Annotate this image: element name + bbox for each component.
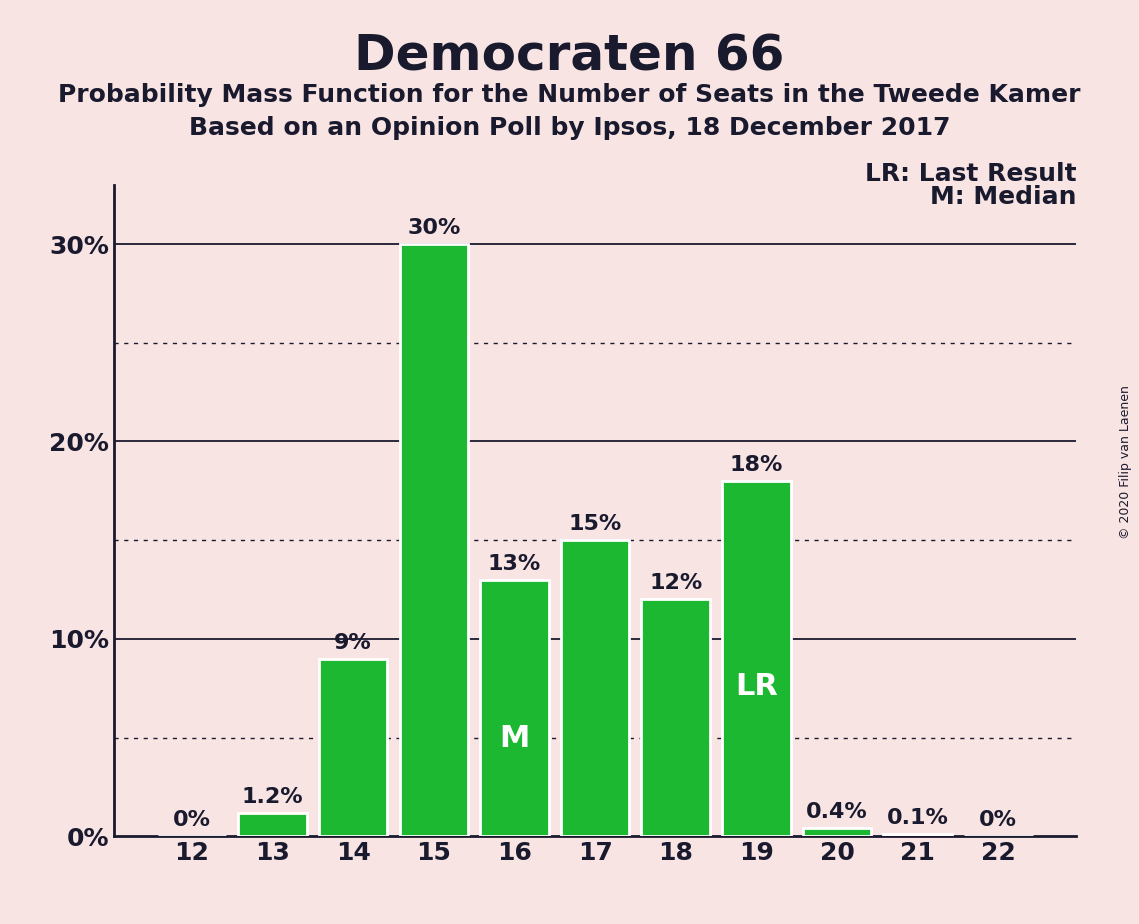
Text: Based on an Opinion Poll by Ipsos, 18 December 2017: Based on an Opinion Poll by Ipsos, 18 De… — [189, 116, 950, 140]
Text: 12%: 12% — [649, 574, 703, 593]
Text: 0%: 0% — [980, 810, 1017, 831]
Bar — [641, 600, 710, 836]
Text: LR: Last Result: LR: Last Result — [865, 162, 1076, 186]
Text: © 2020 Filip van Laenen: © 2020 Filip van Laenen — [1118, 385, 1132, 539]
Text: 0.1%: 0.1% — [887, 808, 949, 828]
Bar — [722, 480, 790, 836]
Text: LR: LR — [735, 673, 778, 701]
Text: 9%: 9% — [335, 633, 372, 652]
Text: 0.4%: 0.4% — [806, 802, 868, 822]
Bar — [319, 659, 387, 836]
Bar — [400, 244, 468, 836]
Text: 13%: 13% — [487, 553, 541, 574]
Bar — [238, 812, 306, 836]
Text: 1.2%: 1.2% — [241, 786, 303, 807]
Text: Democraten 66: Democraten 66 — [354, 32, 785, 80]
Text: M: Median: M: Median — [929, 185, 1076, 209]
Bar — [884, 834, 952, 836]
Text: Probability Mass Function for the Number of Seats in the Tweede Kamer: Probability Mass Function for the Number… — [58, 83, 1081, 107]
Text: 0%: 0% — [173, 810, 211, 831]
Text: 30%: 30% — [407, 218, 460, 238]
Bar — [803, 828, 871, 836]
Text: 18%: 18% — [730, 455, 784, 475]
Text: M: M — [499, 724, 530, 753]
Text: 15%: 15% — [568, 514, 622, 534]
Bar — [560, 541, 630, 836]
Bar — [481, 579, 549, 836]
